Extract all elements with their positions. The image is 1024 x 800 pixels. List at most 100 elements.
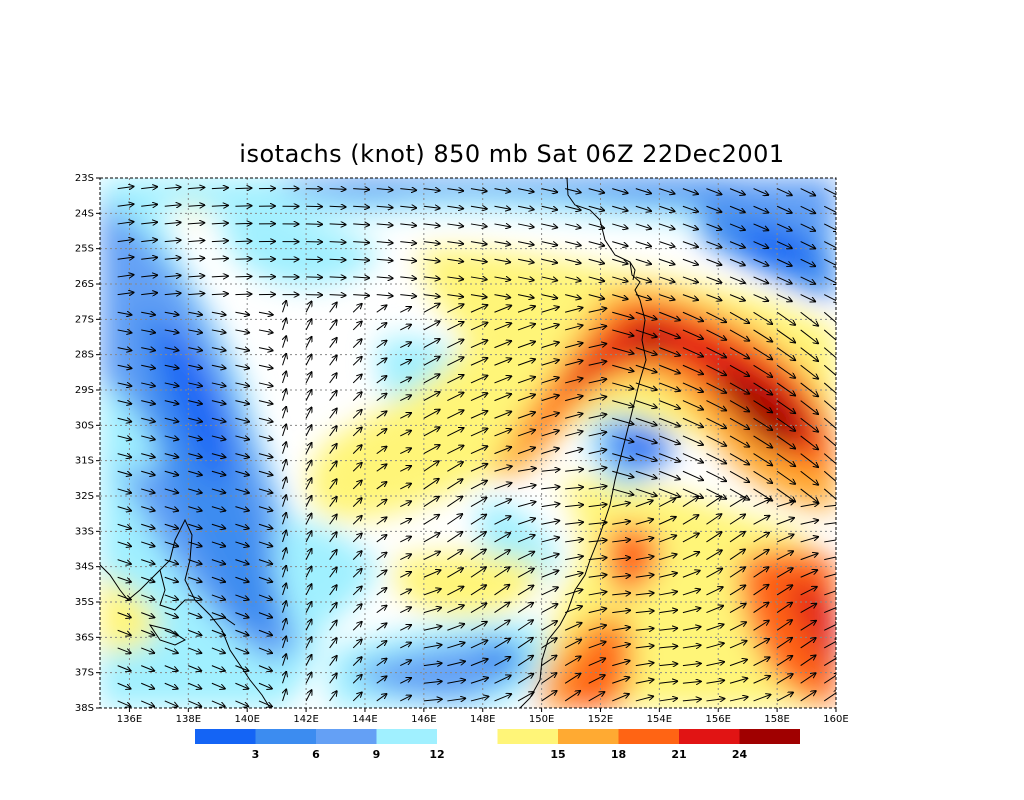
wind-vector — [729, 549, 745, 561]
wind-vector — [682, 470, 703, 480]
wind-vector — [588, 450, 607, 455]
wind-vector — [353, 295, 369, 296]
wind-vector — [447, 624, 464, 631]
wind-vector — [635, 311, 657, 319]
wind-vector — [682, 681, 701, 683]
wind-vector — [682, 435, 703, 445]
wind-vector — [211, 188, 228, 189]
wind-vector — [235, 594, 248, 600]
wind-vector — [352, 622, 362, 631]
wind-vector — [376, 694, 387, 702]
wind-vector — [235, 454, 249, 458]
wind-vector — [823, 205, 836, 213]
wind-vector — [494, 341, 511, 349]
wind-vector — [776, 347, 795, 361]
wind-vector — [470, 515, 486, 525]
wind-vector — [305, 337, 311, 348]
wind-vector — [164, 418, 179, 421]
wind-vector — [541, 537, 559, 543]
wind-vector — [517, 342, 535, 349]
wind-vector — [494, 206, 510, 209]
wind-vector — [494, 447, 511, 455]
wind-vector — [400, 413, 411, 419]
wind-vector — [164, 348, 179, 351]
lat-tick-label: 31S — [75, 456, 94, 467]
wind-vector — [447, 224, 463, 226]
wind-vector — [447, 550, 462, 561]
wind-vector — [729, 364, 749, 376]
wind-vector — [682, 205, 698, 211]
wind-vector — [494, 412, 511, 419]
wind-vector — [447, 304, 463, 313]
colorbar-swatch — [437, 729, 498, 744]
wind-vector — [447, 680, 465, 683]
wind-vector — [565, 343, 582, 349]
wind-vector — [588, 504, 607, 506]
wind-vector — [517, 535, 535, 543]
wind-vector — [588, 642, 606, 649]
wind-vector — [517, 518, 535, 525]
wind-vector — [823, 223, 836, 231]
wind-vector — [753, 276, 769, 283]
wind-vector — [823, 276, 836, 284]
wind-vector — [283, 354, 287, 366]
wind-vector — [659, 498, 675, 508]
wind-vector — [188, 223, 204, 224]
wind-vector — [235, 559, 248, 564]
latitude-tick-labels: 23S 24S 25S 26S 27S 28S 29S 30S 31S 32S 33S 34S 35S 3… — [75, 173, 100, 714]
wind-vector — [164, 240, 181, 242]
wind-vector — [729, 276, 745, 283]
wind-vector — [117, 629, 131, 635]
wind-vector — [565, 361, 582, 366]
wind-vector — [235, 665, 248, 671]
wind-vector — [612, 276, 627, 281]
lon-tick-label: 158E — [764, 714, 789, 725]
wind-vector — [423, 427, 440, 437]
colorbar-swatch — [558, 729, 619, 744]
wind-vector — [188, 293, 204, 294]
wind-vector — [517, 412, 535, 419]
wind-vector — [305, 620, 311, 631]
wind-vector — [753, 470, 773, 483]
wind-vector — [283, 566, 287, 578]
wind-vector — [494, 694, 511, 702]
wind-vector — [682, 645, 701, 648]
wind-vector — [776, 382, 795, 396]
wind-vector — [447, 479, 462, 490]
wind-vector — [164, 293, 181, 295]
wind-vector — [776, 311, 795, 325]
wind-vector — [682, 497, 698, 508]
colorbar-swatch — [739, 729, 800, 744]
wind-vector — [470, 323, 487, 331]
wind-vector — [635, 453, 657, 461]
wind-vector — [800, 604, 817, 614]
wind-vector — [188, 488, 201, 493]
wind-vector — [588, 326, 607, 331]
wind-vector — [164, 401, 179, 404]
wind-vector — [470, 549, 486, 561]
wind-vector — [141, 330, 155, 333]
wind-vector — [352, 357, 362, 366]
wind-vector — [188, 205, 204, 206]
wind-vector — [541, 587, 558, 596]
wind-vector — [588, 241, 604, 246]
wind-vector — [753, 550, 769, 561]
wind-vector — [588, 344, 607, 349]
wind-vector — [635, 611, 654, 613]
wind-vector — [258, 665, 272, 671]
wind-vector — [682, 571, 700, 578]
wind-vector — [612, 694, 629, 702]
wind-vector — [305, 602, 311, 613]
colorbar-swatch — [618, 729, 679, 744]
wind-vector — [353, 224, 369, 225]
wind-vector — [494, 429, 511, 437]
wind-vector — [706, 382, 726, 393]
wind-vector — [376, 500, 387, 508]
wind-vector — [823, 470, 836, 485]
wind-vector — [729, 604, 746, 614]
wind-vector — [211, 629, 225, 635]
wind-vector — [776, 223, 792, 231]
wind-vector — [517, 620, 533, 631]
wind-vector — [682, 329, 703, 339]
wind-vector — [117, 418, 132, 421]
